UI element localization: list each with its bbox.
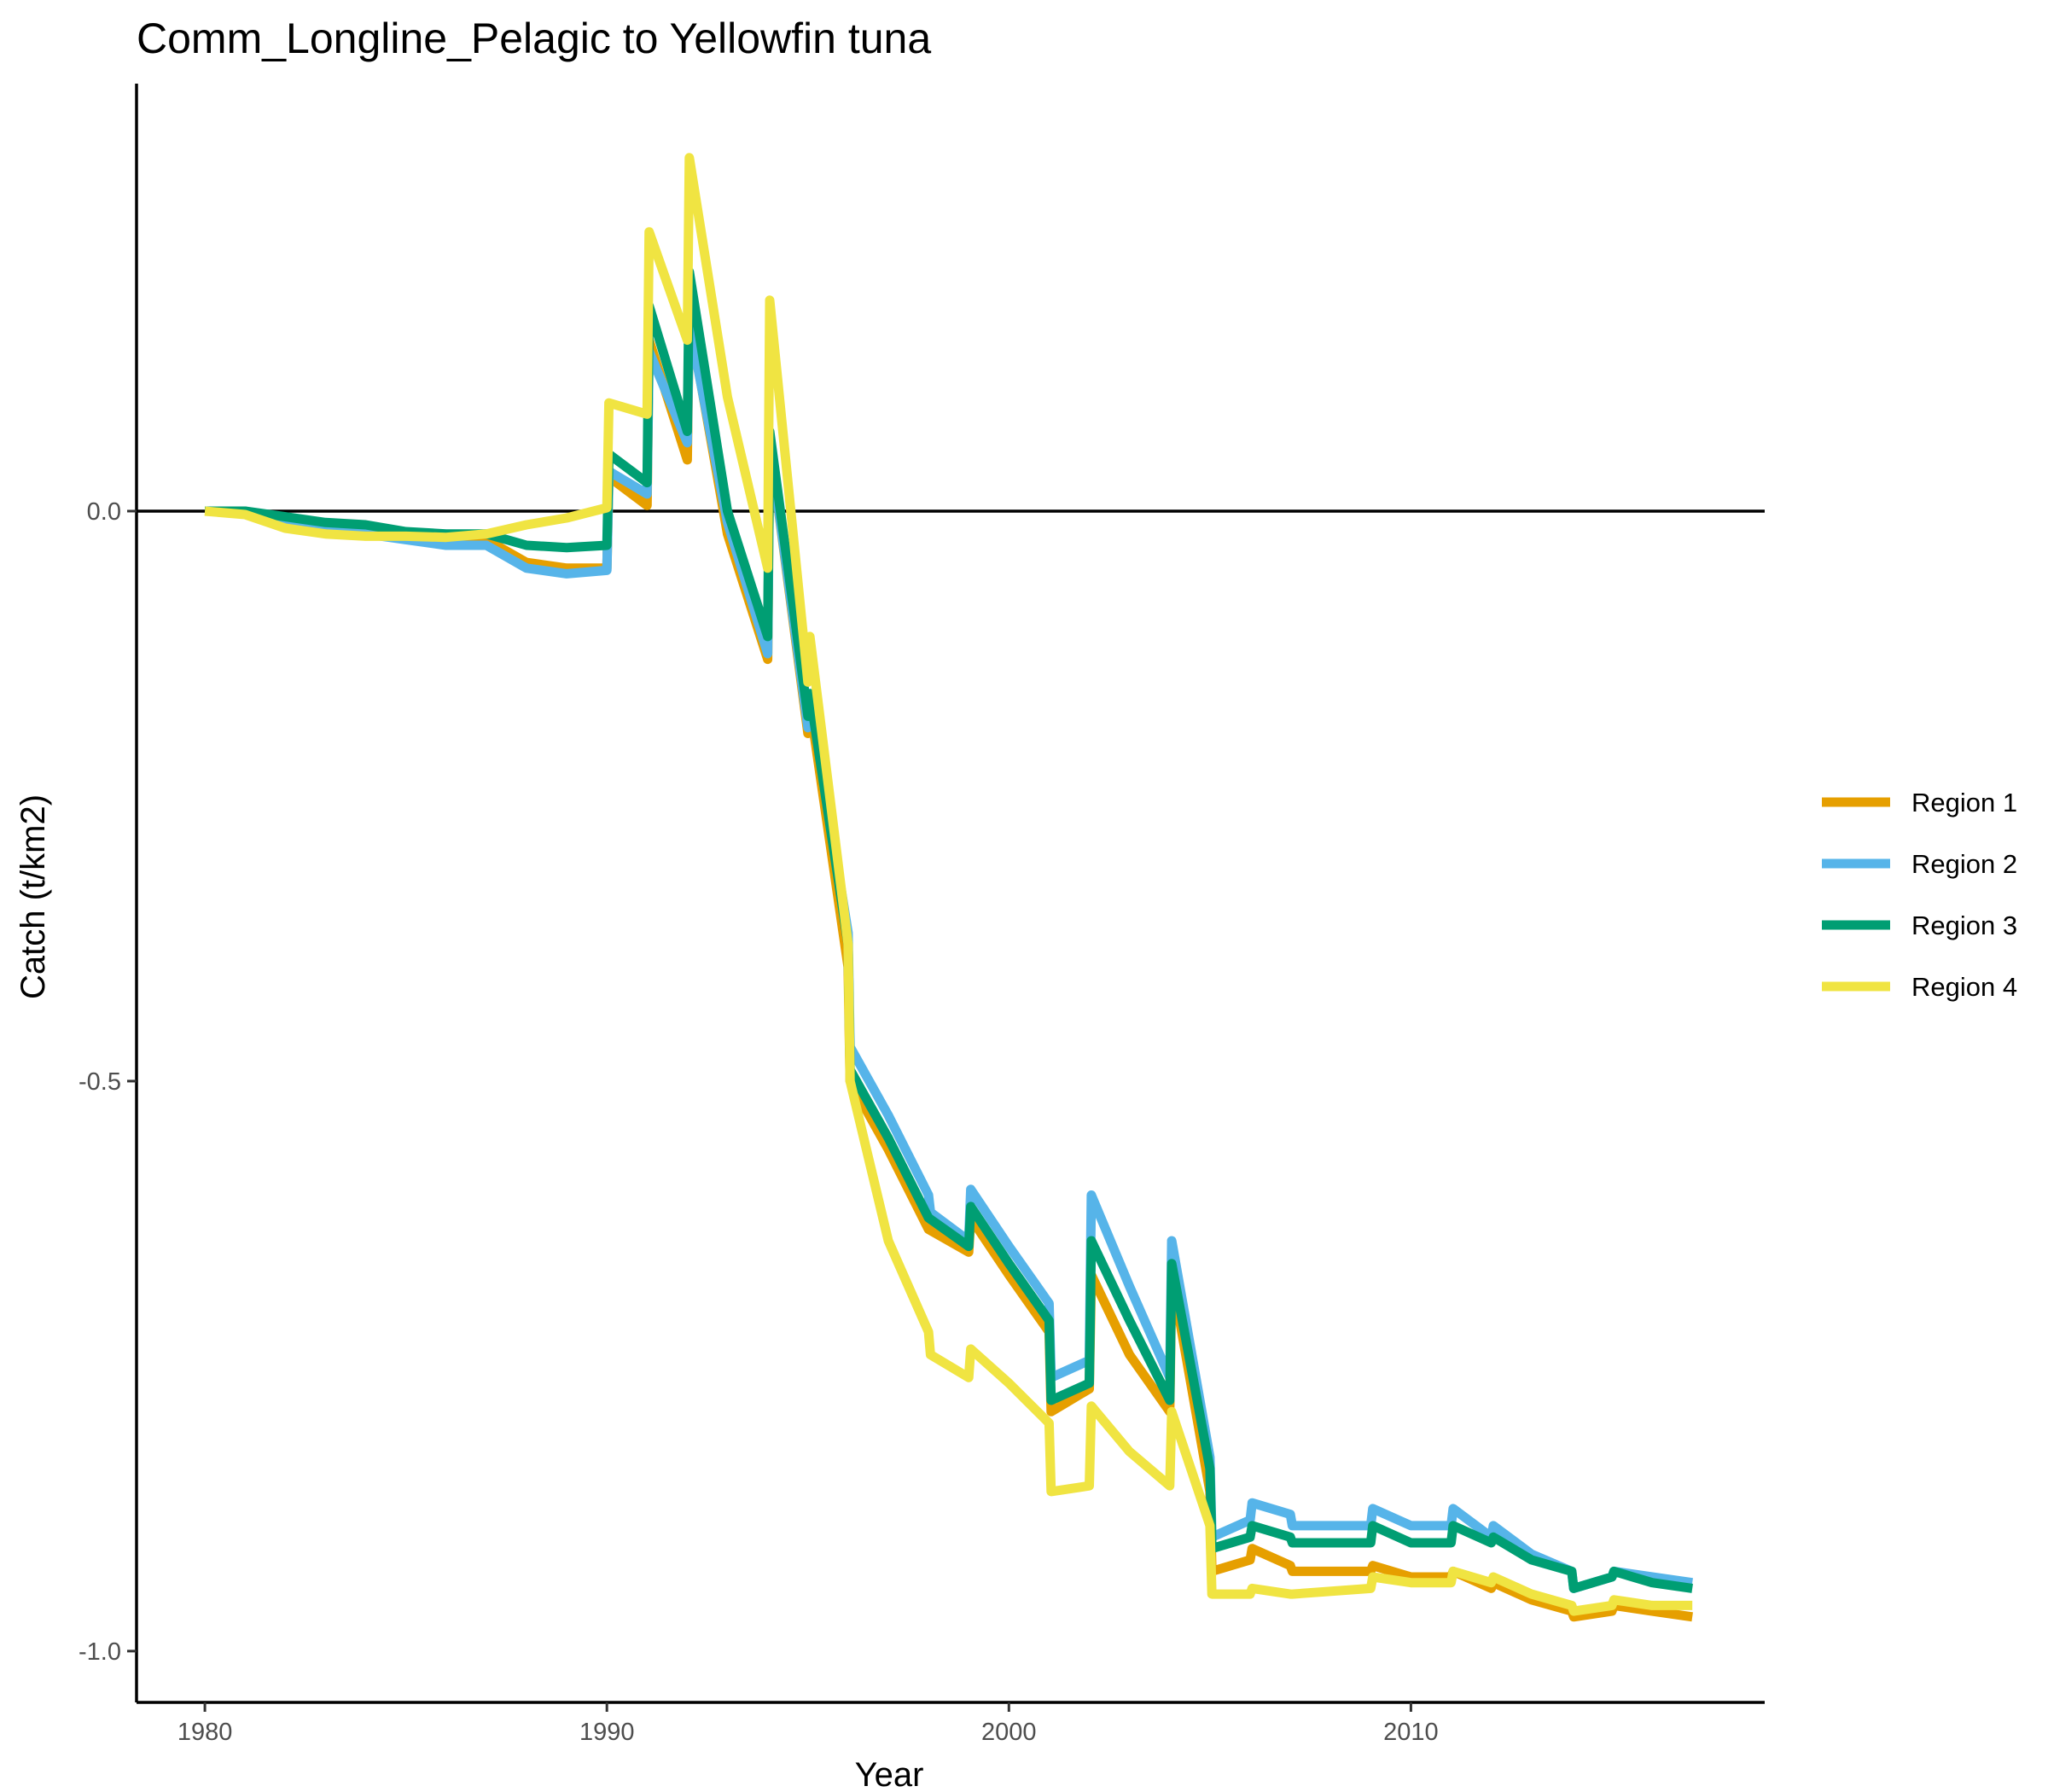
legend-label-region-1: Region 1	[1911, 788, 2017, 817]
x-tick-label: 1990	[579, 1719, 635, 1746]
series-line-region-2	[205, 318, 1693, 1593]
legend: Region 1 Region 2 Region 3 Region 4	[1822, 788, 2017, 1002]
y-tick-label: -0.5	[79, 1068, 121, 1096]
y-axis-title: Catch (t/km2)	[15, 794, 52, 999]
x-tick-label: 2010	[1383, 1719, 1439, 1746]
legend-label-region-3: Region 3	[1911, 911, 2017, 940]
series-line-region-3	[205, 266, 1693, 1593]
x-axis-title: Year	[855, 1756, 924, 1792]
series-line-region-4	[204, 153, 1693, 1616]
legend-label-region-2: Region 2	[1911, 849, 2017, 879]
x-tick-label: 1980	[177, 1719, 233, 1746]
legend-label-region-4: Region 4	[1911, 972, 2017, 1002]
x-tick-label: 2000	[981, 1719, 1037, 1746]
y-tick-label: -1.0	[79, 1638, 121, 1666]
chart-title: Comm_Longline_Pelagic to Yellowfin tuna	[137, 15, 931, 62]
y-tick-label: 0.0	[87, 498, 121, 526]
